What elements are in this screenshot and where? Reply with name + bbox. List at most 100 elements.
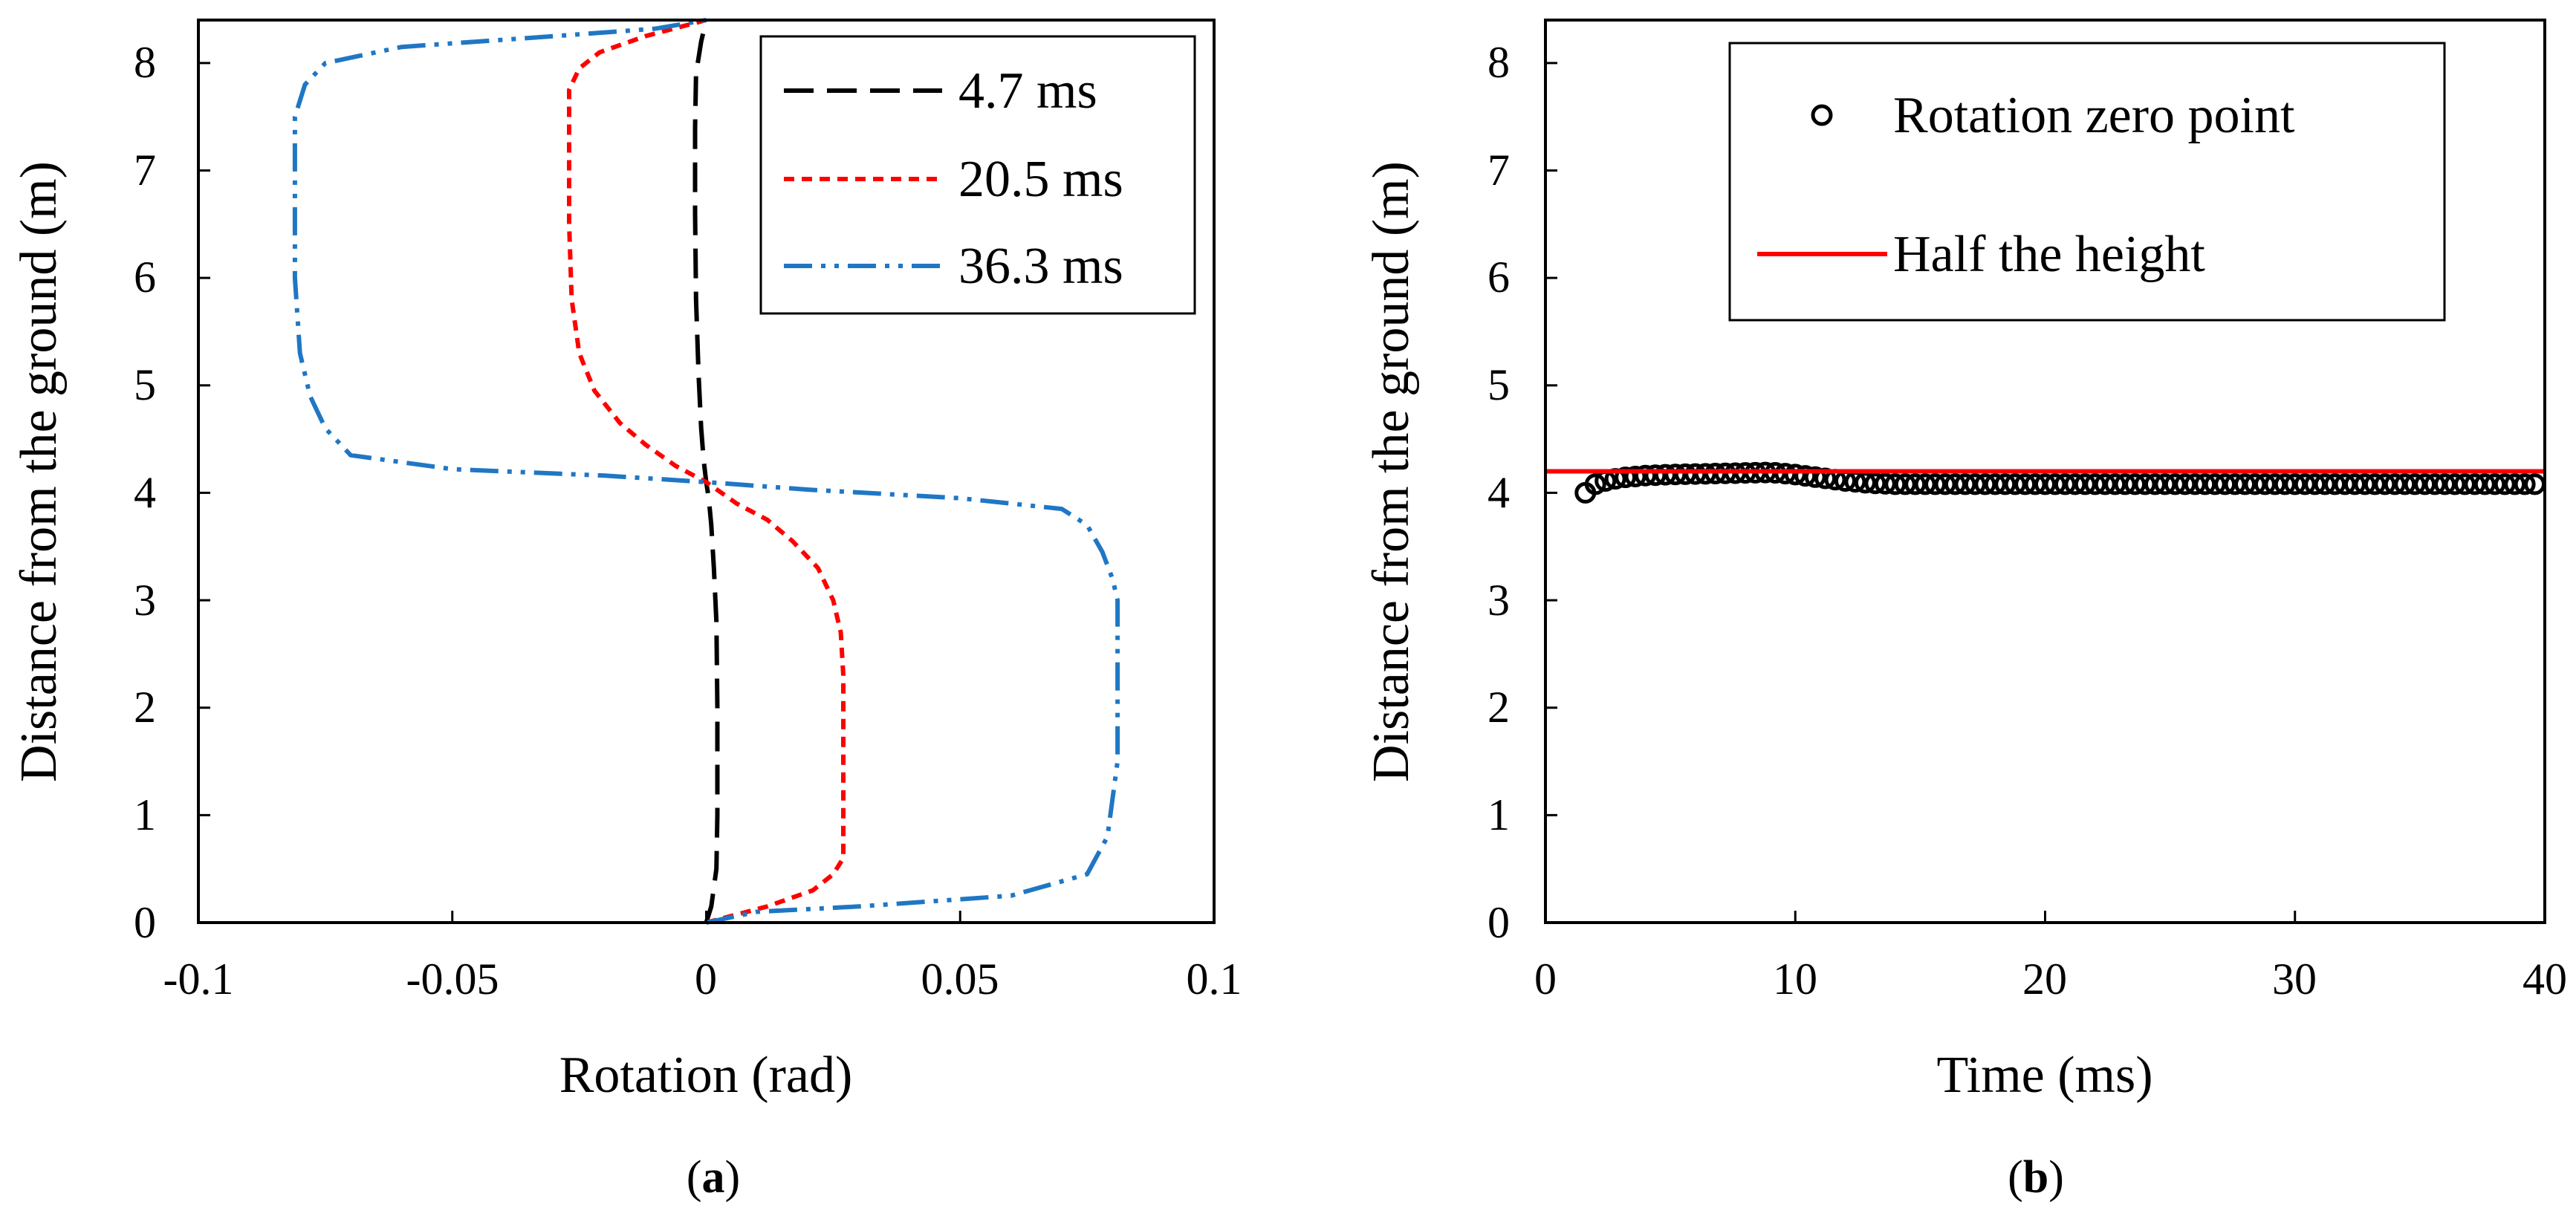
panel-b-ytick-label: 0 — [1487, 898, 1510, 947]
series-point-rotation-zero-point — [2184, 473, 2206, 495]
series-point-rotation-zero-point — [1934, 473, 1956, 495]
series-point-rotation-zero-point — [1644, 464, 1667, 487]
panel-b-xtick-label: 20 — [2022, 955, 2067, 1004]
panel-a-xtick-label: -0.1 — [163, 955, 234, 1004]
series-point-rotation-zero-point — [1704, 463, 1727, 485]
series-point-rotation-zero-point — [2384, 473, 2406, 495]
series-point-rotation-zero-point — [2364, 473, 2386, 495]
panel-a-legend-label: 20.5 ms — [958, 151, 1123, 208]
panel-b-ytick-label: 3 — [1487, 576, 1510, 625]
series-point-rotation-zero-point — [1974, 473, 1996, 495]
panel-b-series — [1545, 461, 2546, 504]
panel-b-xtick-label: 10 — [1773, 955, 1817, 1004]
series-point-rotation-zero-point — [2104, 473, 2126, 495]
panel-b: 0 1 2 3 4 5 6 7 8 0 10 20 30 40 Time (ms… — [1363, 19, 2567, 1203]
series-point-rotation-zero-point — [2234, 473, 2256, 495]
panel-a-xtick-label: 0.05 — [921, 955, 999, 1004]
series-point-rotation-zero-point — [2394, 473, 2416, 495]
panel-a-xtick-label: 0 — [695, 955, 717, 1004]
series-point-rotation-zero-point — [2334, 473, 2356, 495]
series-point-rotation-zero-point — [2054, 473, 2076, 495]
panel-a-ytick-label: 0 — [134, 898, 156, 947]
series-point-rotation-zero-point — [2514, 473, 2536, 495]
series-point-rotation-zero-point — [2464, 473, 2486, 495]
series-point-rotation-zero-point — [2494, 473, 2516, 495]
series-point-rotation-zero-point — [2154, 473, 2176, 495]
series-point-rotation-zero-point — [2254, 473, 2276, 495]
panel-a-legend-label: 36.3 ms — [958, 238, 1123, 295]
panel-a-ytick-label: 8 — [134, 38, 156, 87]
panel-a-ytick-label: 2 — [134, 683, 156, 732]
series-point-rotation-zero-point — [2164, 473, 2186, 495]
panel-a-legend-box — [759, 35, 1196, 315]
series-point-rotation-zero-point — [2144, 473, 2166, 495]
series-point-rotation-zero-point — [1964, 473, 1986, 495]
series-line-36-3-ms — [292, 18, 1120, 925]
series-point-rotation-zero-point — [2014, 473, 2037, 495]
series-point-rotation-zero-point — [2374, 473, 2396, 495]
panel-a-caption: (a) — [687, 1152, 740, 1203]
panel-b-tick-marks — [1544, 62, 2546, 924]
series-point-rotation-zero-point — [2064, 473, 2086, 495]
series-point-rotation-zero-point — [2304, 473, 2326, 495]
series-point-rotation-zero-point — [2084, 473, 2106, 495]
series-point-rotation-zero-point — [1924, 473, 1947, 495]
series-point-rotation-zero-point — [1774, 463, 1797, 485]
series-point-rotation-zero-point — [1624, 465, 1647, 487]
series-point-rotation-zero-point — [2214, 473, 2236, 495]
series-point-rotation-zero-point — [2434, 473, 2456, 495]
series-point-rotation-zero-point — [1944, 473, 1966, 495]
series-point-rotation-zero-point — [2314, 473, 2336, 495]
series-point-rotation-zero-point — [1954, 473, 1976, 495]
series-point-rotation-zero-point — [2424, 473, 2446, 495]
panel-a-ytick-label: 3 — [134, 576, 156, 625]
series-point-rotation-zero-point — [1984, 473, 2006, 495]
series-point-rotation-zero-point — [1684, 463, 1707, 485]
series-point-rotation-zero-point — [2124, 473, 2147, 495]
series-point-rotation-zero-point — [2444, 473, 2466, 495]
series-point-rotation-zero-point — [2274, 473, 2296, 495]
series-point-rotation-zero-point — [1584, 473, 1606, 495]
series-line-20-5-ms — [567, 18, 846, 925]
series-point-rotation-zero-point — [1914, 473, 1936, 495]
series-point-rotation-zero-point — [2324, 473, 2346, 495]
series-point-rotation-zero-point — [2414, 473, 2436, 495]
series-point-rotation-zero-point — [1694, 463, 1716, 485]
series-point-rotation-zero-point — [2224, 473, 2246, 495]
panel-a: 0 1 2 3 4 5 6 7 8 -0.1 -0.05 0 0.05 0.1 … — [10, 18, 1242, 1203]
panel-a-xtick-label: 0.1 — [1187, 955, 1242, 1004]
panel-a-ytick-label: 1 — [134, 790, 156, 839]
panel-b-legend-swatch — [1811, 104, 1833, 126]
series-point-rotation-zero-point — [2504, 473, 2526, 495]
series-point-rotation-zero-point — [1804, 466, 1826, 488]
series-point-rotation-zero-point — [1674, 463, 1696, 485]
series-point-rotation-zero-point — [1904, 473, 1927, 495]
panel-a-legend: 4.7 ms 20.5 ms 36.3 ms — [759, 35, 1196, 315]
series-point-rotation-zero-point — [2264, 473, 2286, 495]
panel-b-ytick-label: 1 — [1487, 790, 1510, 839]
series-point-rotation-zero-point — [2174, 473, 2196, 495]
panel-a-series — [292, 18, 1120, 925]
series-point-rotation-zero-point — [1864, 472, 1886, 495]
panel-a-ytick-label: 5 — [134, 360, 156, 409]
panel-b-xtick-label: 0 — [1534, 955, 1557, 1004]
panel-a-ytick-label: 7 — [134, 146, 156, 195]
panel-b-legend-label: Half the height — [1893, 226, 2205, 283]
series-point-rotation-zero-point — [2204, 473, 2226, 495]
panel-b-legend-label: Rotation zero point — [1893, 87, 2295, 144]
panel-b-ytick-label: 7 — [1487, 146, 1510, 195]
series-point-rotation-zero-point — [1635, 464, 1656, 487]
series-point-rotation-zero-point — [2074, 473, 2096, 495]
series-point-rotation-zero-point — [2004, 473, 2026, 495]
series-point-rotation-zero-point — [2094, 473, 2116, 495]
panel-a-x-axis-label: Rotation (rad) — [559, 1047, 853, 1104]
series-point-rotation-zero-point — [1884, 473, 1907, 495]
series-point-rotation-zero-point — [1654, 464, 1676, 486]
series-point-rotation-zero-point — [2473, 473, 2496, 495]
series-point-rotation-zero-point — [1664, 464, 1687, 486]
series-point-rotation-zero-point — [2484, 473, 2506, 495]
series-point-rotation-zero-point — [1784, 464, 1806, 486]
panel-b-ytick-label: 5 — [1487, 360, 1510, 409]
panel-a-ytick-label: 6 — [134, 253, 156, 302]
